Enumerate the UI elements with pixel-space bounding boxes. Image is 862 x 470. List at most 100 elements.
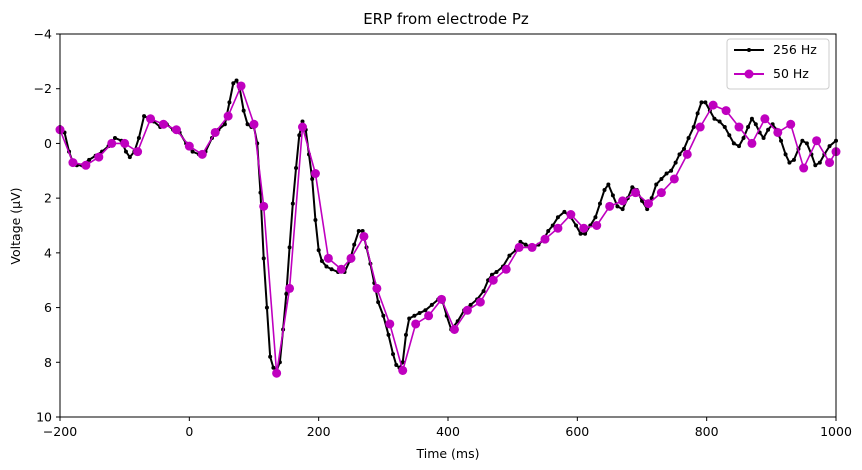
data-point-50hz <box>411 319 421 329</box>
data-point-50hz <box>747 138 757 148</box>
data-point-256hz <box>578 231 583 236</box>
data-point-50hz <box>449 324 459 334</box>
data-point-50hz <box>171 125 181 135</box>
data-point-50hz <box>323 253 333 263</box>
legend-marker-256hz <box>747 48 751 52</box>
data-point-256hz <box>481 289 486 294</box>
data-point-50hz <box>298 122 307 132</box>
data-point-256hz <box>417 311 422 316</box>
data-point-50hz <box>618 196 628 206</box>
data-point-50hz <box>346 253 356 263</box>
data-point-256hz <box>673 160 678 165</box>
data-point-256hz <box>659 176 664 181</box>
data-point-50hz <box>249 119 259 129</box>
data-point-256hz <box>597 201 602 206</box>
data-point-256hz <box>261 256 266 261</box>
data-point-256hz <box>356 228 361 233</box>
data-point-50hz <box>825 158 835 168</box>
data-point-256hz <box>507 253 512 258</box>
data-point-50hz <box>398 365 408 375</box>
data-point-256hz <box>290 201 295 206</box>
data-point-256hz <box>142 114 147 119</box>
data-point-50hz <box>812 136 822 146</box>
data-point-50hz <box>721 106 731 116</box>
data-point-256hz <box>287 245 292 250</box>
data-point-256hz <box>241 108 246 113</box>
data-point-256hz <box>190 149 195 154</box>
data-point-50hz <box>656 188 666 198</box>
data-point-256hz <box>87 157 92 162</box>
data-point-50hz <box>372 283 382 293</box>
data-point-50hz <box>734 122 744 132</box>
data-point-50hz <box>514 242 524 252</box>
data-point-256hz <box>593 215 598 220</box>
data-point-256hz <box>407 316 412 321</box>
data-point-256hz <box>127 155 132 160</box>
data-point-256hz <box>606 182 611 187</box>
data-point-50hz <box>107 138 117 148</box>
x-tick-label: 0 <box>185 424 193 439</box>
data-point-256hz <box>737 144 741 149</box>
data-point-256hz <box>562 209 567 214</box>
data-point-50hz <box>94 152 104 162</box>
data-point-50hz <box>527 242 537 252</box>
data-point-50hz <box>695 122 705 132</box>
data-point-50hz <box>708 100 718 110</box>
data-point-256hz <box>376 300 381 305</box>
data-point-256hz <box>300 119 305 124</box>
legend: 256 Hz 50 Hz <box>726 38 830 90</box>
data-point-50hz <box>799 163 809 173</box>
data-point-50hz <box>669 174 679 184</box>
data-point-256hz <box>615 204 620 209</box>
data-point-50hz <box>146 114 156 124</box>
data-point-256hz <box>677 152 682 157</box>
data-point-50hz <box>760 114 770 124</box>
data-point-256hz <box>800 138 805 143</box>
data-point-256hz <box>682 146 687 151</box>
data-point-256hz <box>294 166 299 171</box>
data-point-256hz <box>555 215 560 220</box>
data-point-256hz <box>546 228 551 233</box>
y-tick-label: 6 <box>44 300 52 315</box>
data-point-256hz <box>746 125 751 130</box>
data-point-50hz <box>605 201 615 211</box>
y-tick-label: 8 <box>44 355 52 370</box>
data-point-50hz <box>184 141 194 151</box>
legend-marker-50hz <box>744 69 754 79</box>
data-point-50hz <box>310 169 320 179</box>
data-point-50hz <box>579 223 589 233</box>
data-point-256hz <box>610 193 615 198</box>
data-point-256hz <box>686 135 691 140</box>
y-axis: −4 −2 0 2 4 6 8 10 <box>34 27 60 425</box>
data-point-50hz <box>158 119 168 129</box>
data-point-256hz <box>602 187 607 192</box>
data-point-256hz <box>352 242 357 247</box>
data-point-50hz <box>540 234 550 244</box>
x-axis-label: Time (ms) <box>415 446 479 461</box>
data-point-256hz <box>550 223 555 228</box>
data-point-256hz <box>731 141 736 146</box>
data-point-256hz <box>817 160 822 165</box>
data-point-50hz <box>81 160 91 170</box>
data-point-256hz <box>136 135 141 140</box>
data-point-50hz <box>210 127 220 137</box>
data-point-256hz <box>813 163 818 168</box>
data-point-50hz <box>359 231 369 241</box>
data-point-256hz <box>654 182 659 187</box>
data-point-50hz <box>553 223 563 233</box>
data-point-50hz <box>592 221 602 230</box>
data-point-256hz <box>310 176 315 181</box>
chart-title: ERP from electrode Pz <box>363 10 529 28</box>
data-point-256hz <box>394 363 399 368</box>
data-point-256hz <box>227 100 232 105</box>
data-point-256hz <box>620 207 625 212</box>
data-point-50hz <box>501 264 511 274</box>
series-layer <box>55 78 841 378</box>
x-tick-label: −200 <box>43 424 77 439</box>
data-point-256hz <box>297 133 302 138</box>
data-point-256hz <box>804 141 809 146</box>
data-point-50hz <box>120 138 130 148</box>
data-point-256hz <box>574 223 579 228</box>
data-point-256hz <box>234 78 239 83</box>
data-point-256hz <box>284 291 289 296</box>
